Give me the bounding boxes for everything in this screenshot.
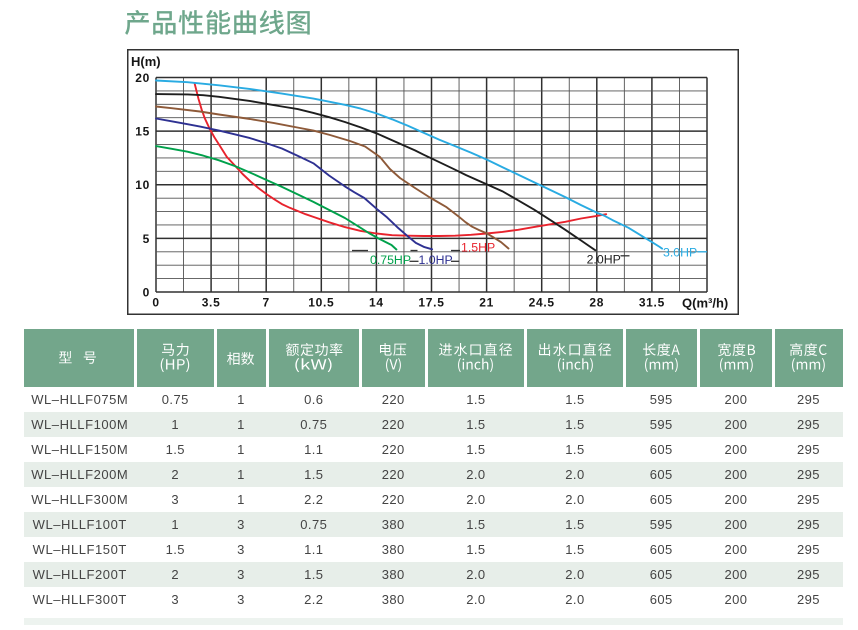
svg-text:17.5: 17.5: [418, 296, 444, 310]
svg-text:3.5: 3.5: [202, 296, 221, 310]
svg-text:0: 0: [143, 286, 150, 300]
svg-text:5: 5: [143, 232, 150, 246]
svg-text:H(m): H(m): [131, 54, 161, 69]
svg-text:14: 14: [369, 296, 384, 310]
svg-text:21: 21: [479, 296, 494, 310]
svg-text:0: 0: [152, 296, 159, 310]
svg-text:7: 7: [263, 296, 270, 310]
svg-text:1.5HP: 1.5HP: [461, 241, 495, 255]
svg-text:10.5: 10.5: [308, 296, 334, 310]
svg-text:2.0HP: 2.0HP: [587, 253, 621, 267]
svg-text:0.75HP: 0.75HP: [370, 253, 411, 267]
svg-text:28: 28: [589, 296, 604, 310]
svg-text:31.5: 31.5: [639, 296, 665, 310]
svg-text:24.5: 24.5: [529, 296, 555, 310]
svg-text:1.0HP: 1.0HP: [419, 253, 453, 267]
svg-text:Q(m³/h): Q(m³/h): [682, 296, 728, 311]
svg-text:15: 15: [135, 125, 150, 139]
svg-text:3.0HP: 3.0HP: [663, 246, 697, 260]
svg-text:20: 20: [135, 71, 150, 85]
svg-text:10: 10: [135, 178, 150, 192]
